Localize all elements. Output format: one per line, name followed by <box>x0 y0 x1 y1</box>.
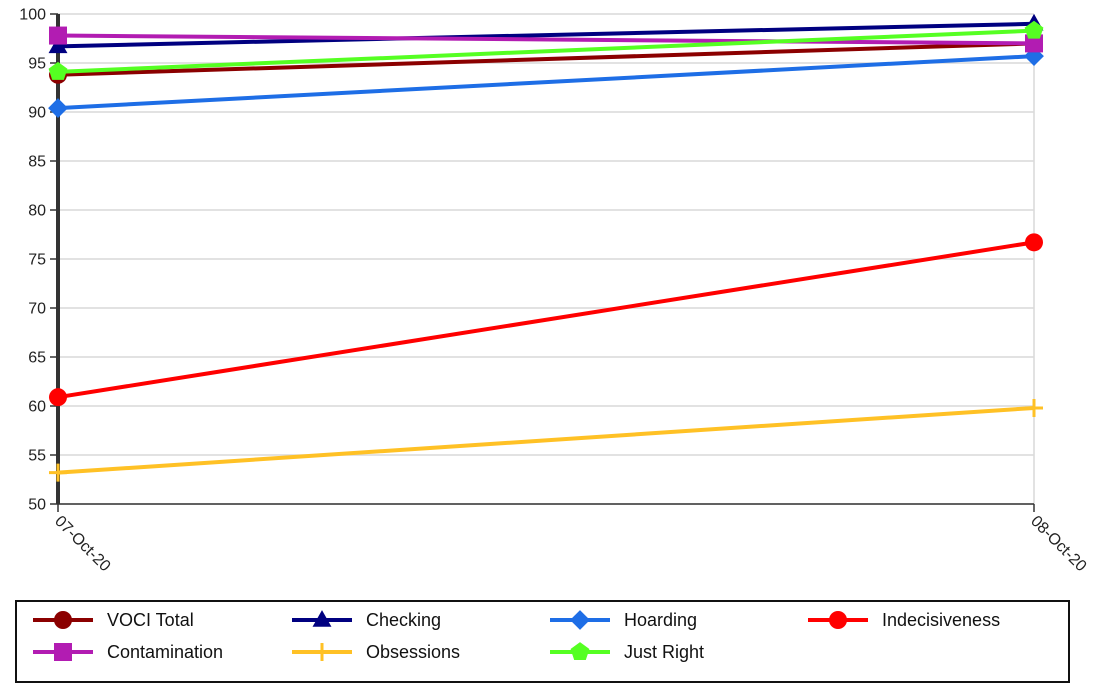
legend-label: Hoarding <box>624 609 698 630</box>
x-tick-label: 07-Oct-20 <box>51 513 113 575</box>
x-tick-label: 08-Oct-20 <box>1027 513 1089 575</box>
legend-swatch-checking <box>292 610 352 627</box>
legend-swatch-just-right <box>550 642 610 661</box>
legend-marker-hoarding <box>570 610 590 630</box>
series-just-right <box>48 20 1044 80</box>
y-tick-label: 60 <box>28 399 46 416</box>
data-point-checking <box>48 36 68 54</box>
legend-marker-obsessions <box>313 643 331 661</box>
y-tick-label: 50 <box>28 497 46 514</box>
data-point-just-right <box>1024 20 1044 39</box>
legend-swatch-obsessions <box>292 643 352 661</box>
series-line-just-right <box>57 28 1035 74</box>
legend-marker-contamination <box>54 643 72 661</box>
legend-marker-voci-total <box>54 611 72 629</box>
legend-item-voci-total: VOCI Total <box>33 608 194 632</box>
data-point-indecisiveness <box>1025 233 1043 252</box>
data-point-obsessions <box>49 463 67 482</box>
legend-label: Contamination <box>107 641 224 662</box>
data-point-obsessions <box>1025 398 1043 417</box>
data-point-indecisiveness <box>49 388 67 407</box>
y-tick-label: 55 <box>28 448 46 465</box>
axes <box>50 13 1035 512</box>
series-line-hoarding <box>57 54 1035 111</box>
grid-lines <box>57 13 1035 505</box>
legend-item-contamination: Contamination <box>33 640 223 664</box>
legend-swatch-hoarding <box>550 610 610 630</box>
data-point-contamination <box>1025 34 1043 53</box>
legend-item-just-right: Just Right <box>550 640 704 664</box>
line-chart: 50 55 60 65 70 75 80 85 90 95 100 07-Oct-20 08-Oct-2… <box>19 7 1089 576</box>
y-tick-label: 70 <box>28 301 46 318</box>
legend-item-indecisiveness: Indecisiveness <box>808 608 1000 632</box>
legend-label: Checking <box>366 609 442 630</box>
y-tick-label: 100 <box>19 7 46 24</box>
legend-label: VOCI Total <box>107 609 194 630</box>
legend-marker-indecisiveness <box>829 611 847 629</box>
series-indecisiveness <box>49 233 1043 407</box>
data-series <box>48 13 1044 482</box>
legend-item-obsessions: Obsessions <box>292 640 460 664</box>
legend-item-checking: Checking <box>292 608 441 632</box>
series-contamination <box>49 26 1043 53</box>
series-line-voci-total <box>57 41 1035 77</box>
y-tick-label: 75 <box>28 252 46 269</box>
legend-label: Indecisiveness <box>882 609 1001 630</box>
y-tick-label: 85 <box>28 154 46 171</box>
data-point-hoarding <box>48 98 68 118</box>
legend-marker-checking <box>312 610 332 627</box>
legend-swatch-voci-total <box>33 611 93 629</box>
legend-marker-just-right <box>570 642 590 661</box>
legend-label: Obsessions <box>366 641 461 662</box>
legend-swatch-contamination <box>33 643 93 661</box>
legend-swatch-indecisiveness <box>808 611 868 629</box>
series-line-obsessions <box>57 405 1035 475</box>
y-tick-label: 90 <box>28 105 46 122</box>
y-tick-label: 65 <box>28 350 46 367</box>
y-tick-label: 95 <box>28 56 46 73</box>
legend-label: Just Right <box>624 641 705 662</box>
series-line-indecisiveness <box>57 240 1035 400</box>
data-point-contamination <box>49 26 67 45</box>
series-obsessions <box>49 398 1043 482</box>
data-point-just-right <box>48 61 68 80</box>
legend-item-hoarding: Hoarding <box>550 608 697 632</box>
series-line-contamination <box>57 33 1035 46</box>
legend: VOCI Total Checking Hoarding Indecisiveness… <box>15 600 1070 683</box>
tick-labels: 50 55 60 65 70 75 80 85 90 95 100 07-Oct-20 08-Oct-2… <box>19 7 1089 576</box>
series-line-checking <box>57 21 1035 49</box>
series-hoarding <box>48 46 1044 118</box>
y-tick-label: 80 <box>28 203 46 220</box>
